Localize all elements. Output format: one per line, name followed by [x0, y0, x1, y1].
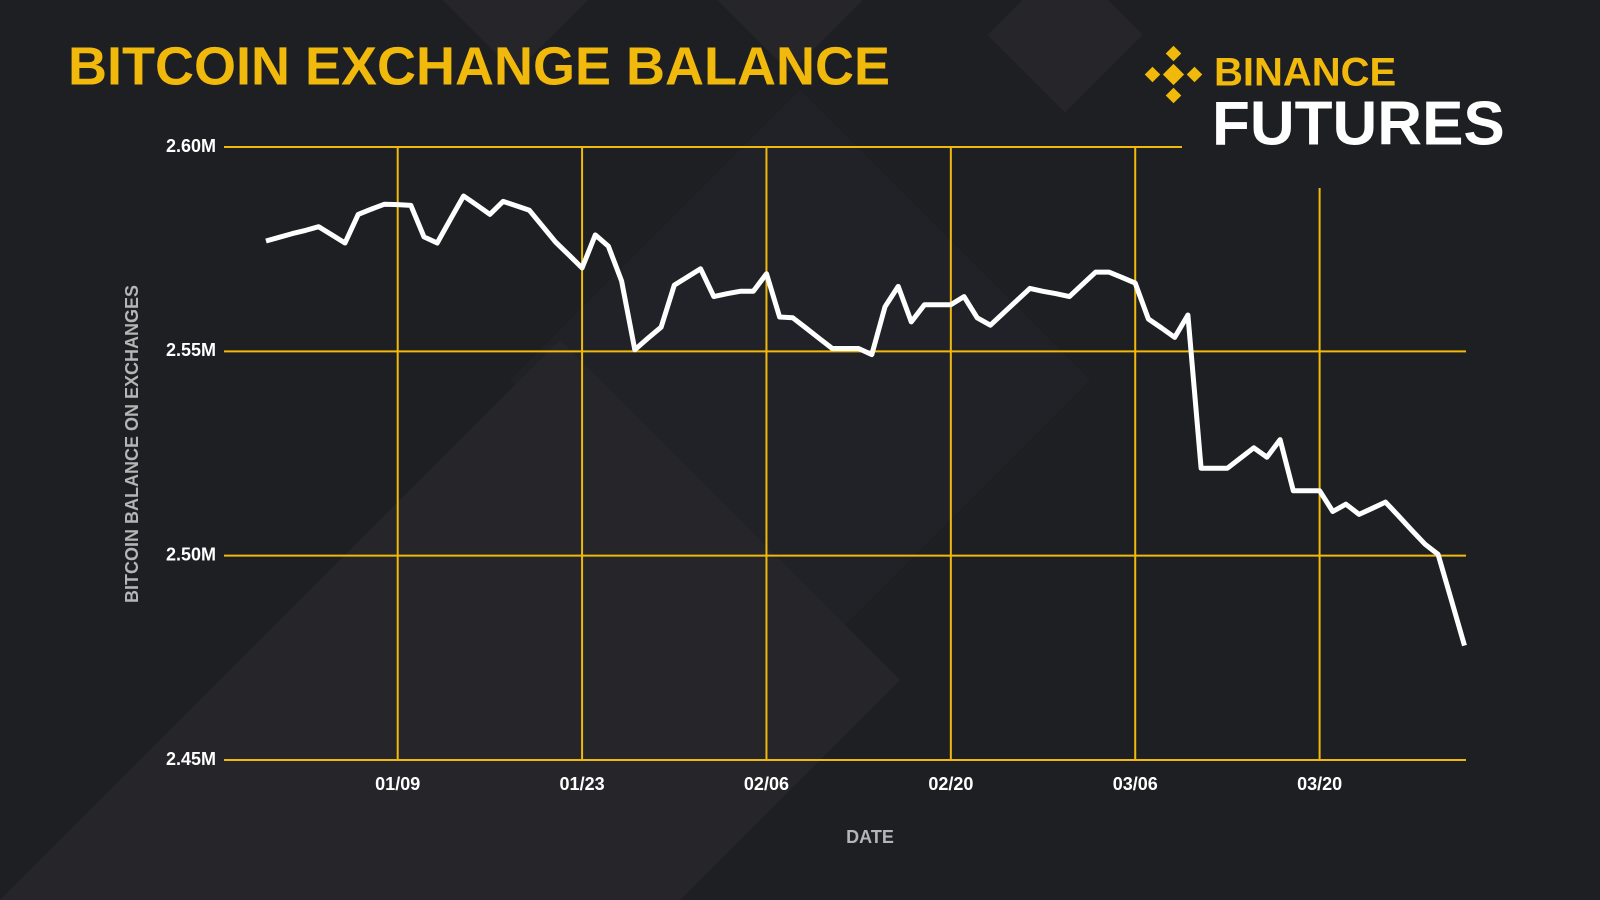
- x-tick-label: 01/23: [560, 774, 605, 794]
- x-tick-label: 02/06: [744, 774, 789, 794]
- logo-brand: BINANCE: [1214, 51, 1396, 95]
- y-axis-label: BITCOIN BALANCE ON EXCHANGES: [122, 285, 142, 603]
- y-tick-label: 2.50M: [166, 544, 216, 564]
- y-tick-label: 2.55M: [166, 340, 216, 360]
- y-tick-label: 2.45M: [166, 749, 216, 769]
- x-tick-label: 03/20: [1297, 774, 1342, 794]
- x-tick-label: 03/06: [1113, 774, 1158, 794]
- logo: BINANCE FUTURES: [1144, 45, 1505, 158]
- logo-product: FUTURES: [1212, 89, 1505, 158]
- logo-icon: [1144, 45, 1203, 104]
- x-tick-label: 02/20: [928, 774, 973, 794]
- y-tick-label: 2.60M: [166, 136, 216, 156]
- x-tick-label: 01/09: [375, 774, 420, 794]
- x-axis-label: DATE: [846, 827, 894, 847]
- chart-title: BITCOIN EXCHANGE BALANCE: [68, 36, 890, 96]
- data-line: [265, 193, 1467, 647]
